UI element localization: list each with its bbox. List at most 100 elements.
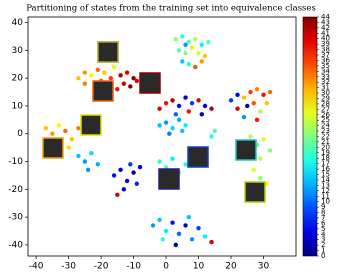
colorbar-tick-label: 7 bbox=[321, 214, 325, 222]
point bbox=[196, 226, 201, 231]
point bbox=[251, 167, 256, 173]
chart-title: Partitioning of states from the training… bbox=[26, 4, 316, 14]
point bbox=[69, 137, 75, 142]
y-tick-label: 10 bbox=[12, 101, 24, 111]
point bbox=[89, 73, 94, 78]
colorbar-tick-label: 22 bbox=[321, 133, 330, 141]
point bbox=[199, 112, 204, 117]
point bbox=[43, 125, 49, 131]
colorbar-tick-label: 27 bbox=[321, 105, 330, 113]
point bbox=[189, 237, 195, 242]
point bbox=[196, 50, 201, 56]
colorbar-tick-label: 21 bbox=[321, 138, 330, 146]
x-tick-label: 30 bbox=[258, 262, 270, 272]
colorbar-gradient bbox=[302, 16, 318, 257]
point bbox=[89, 150, 94, 156]
colorbar-tick-label: 29 bbox=[321, 94, 330, 102]
y-tick-label: -20 bbox=[8, 185, 23, 195]
colorbar-tick-label: 23 bbox=[321, 127, 330, 135]
point bbox=[199, 42, 204, 47]
point bbox=[241, 95, 247, 100]
thumbnail bbox=[244, 181, 266, 203]
colorbar-tick-label: 1 bbox=[321, 247, 325, 255]
y-tick-label: 0 bbox=[17, 129, 23, 139]
point bbox=[183, 123, 188, 128]
point bbox=[248, 89, 253, 95]
thumbnail bbox=[80, 114, 102, 136]
point bbox=[131, 75, 136, 81]
colorbar-tick-label: 12 bbox=[321, 187, 330, 195]
point bbox=[212, 128, 217, 134]
point bbox=[150, 223, 156, 228]
point bbox=[267, 148, 273, 153]
colorbar-tick-label: 41 bbox=[321, 29, 330, 37]
colorbar-tick-label: 11 bbox=[321, 192, 330, 200]
point bbox=[95, 162, 101, 167]
point bbox=[206, 39, 211, 45]
colorbar-tick-label: 4 bbox=[321, 230, 326, 238]
point bbox=[157, 217, 162, 223]
point bbox=[173, 242, 179, 248]
colorbar-tick-label: 42 bbox=[321, 24, 330, 32]
x-tick-label: 0 bbox=[163, 262, 169, 272]
colorbar-tick-label: 20 bbox=[321, 143, 330, 151]
point bbox=[118, 73, 123, 78]
colorbar-tick-label: 6 bbox=[321, 219, 326, 227]
point bbox=[121, 81, 127, 86]
point bbox=[128, 84, 133, 89]
point bbox=[176, 117, 182, 123]
colorbar-tick-label: 19 bbox=[321, 149, 330, 157]
point bbox=[196, 98, 201, 103]
point bbox=[157, 159, 162, 164]
colorbar-tick-label: 37 bbox=[321, 51, 330, 59]
point bbox=[76, 153, 81, 159]
point bbox=[176, 103, 182, 109]
thumbnails bbox=[42, 41, 266, 203]
colorbar-tick-label: 36 bbox=[321, 56, 330, 64]
point bbox=[258, 109, 263, 114]
colorbar-tick-label: 38 bbox=[321, 46, 330, 54]
point bbox=[173, 37, 179, 42]
point bbox=[209, 106, 214, 111]
point bbox=[180, 34, 185, 39]
point bbox=[157, 106, 162, 111]
point bbox=[241, 114, 247, 120]
point bbox=[111, 173, 117, 178]
point bbox=[176, 48, 182, 53]
colorbar-tick-label: 18 bbox=[321, 154, 330, 162]
colorbar-tick-label: 44 bbox=[321, 13, 330, 21]
colorbar-tick-label: 5 bbox=[321, 225, 325, 233]
point bbox=[183, 50, 188, 56]
colorbar-tick-label: 15 bbox=[321, 171, 330, 179]
y-tick-label: -30 bbox=[8, 213, 23, 223]
point bbox=[118, 167, 123, 173]
point bbox=[82, 81, 88, 86]
point bbox=[115, 192, 120, 198]
colorbar-tick-label: 32 bbox=[321, 78, 330, 86]
point bbox=[209, 239, 214, 245]
colorbar: 0123456789101112131415161718192021222324… bbox=[302, 13, 330, 260]
point bbox=[170, 156, 175, 161]
point bbox=[186, 214, 191, 220]
point bbox=[183, 42, 188, 47]
point bbox=[163, 120, 169, 125]
point bbox=[163, 228, 169, 234]
point bbox=[261, 137, 266, 142]
point bbox=[245, 103, 250, 109]
y-tick-label: 20 bbox=[12, 74, 24, 84]
point bbox=[50, 131, 55, 136]
point bbox=[235, 106, 240, 111]
x-tick-label: -10 bbox=[126, 262, 141, 272]
point bbox=[85, 167, 91, 173]
point bbox=[76, 75, 81, 81]
point bbox=[134, 181, 140, 186]
point bbox=[173, 112, 179, 117]
colorbar-tick-label: 43 bbox=[321, 18, 330, 26]
colorbar-tick-label: 31 bbox=[321, 84, 330, 92]
point bbox=[170, 125, 175, 131]
point bbox=[248, 134, 253, 139]
point bbox=[186, 39, 191, 45]
thumbnail bbox=[42, 137, 64, 159]
point bbox=[124, 178, 130, 184]
point bbox=[160, 237, 166, 242]
